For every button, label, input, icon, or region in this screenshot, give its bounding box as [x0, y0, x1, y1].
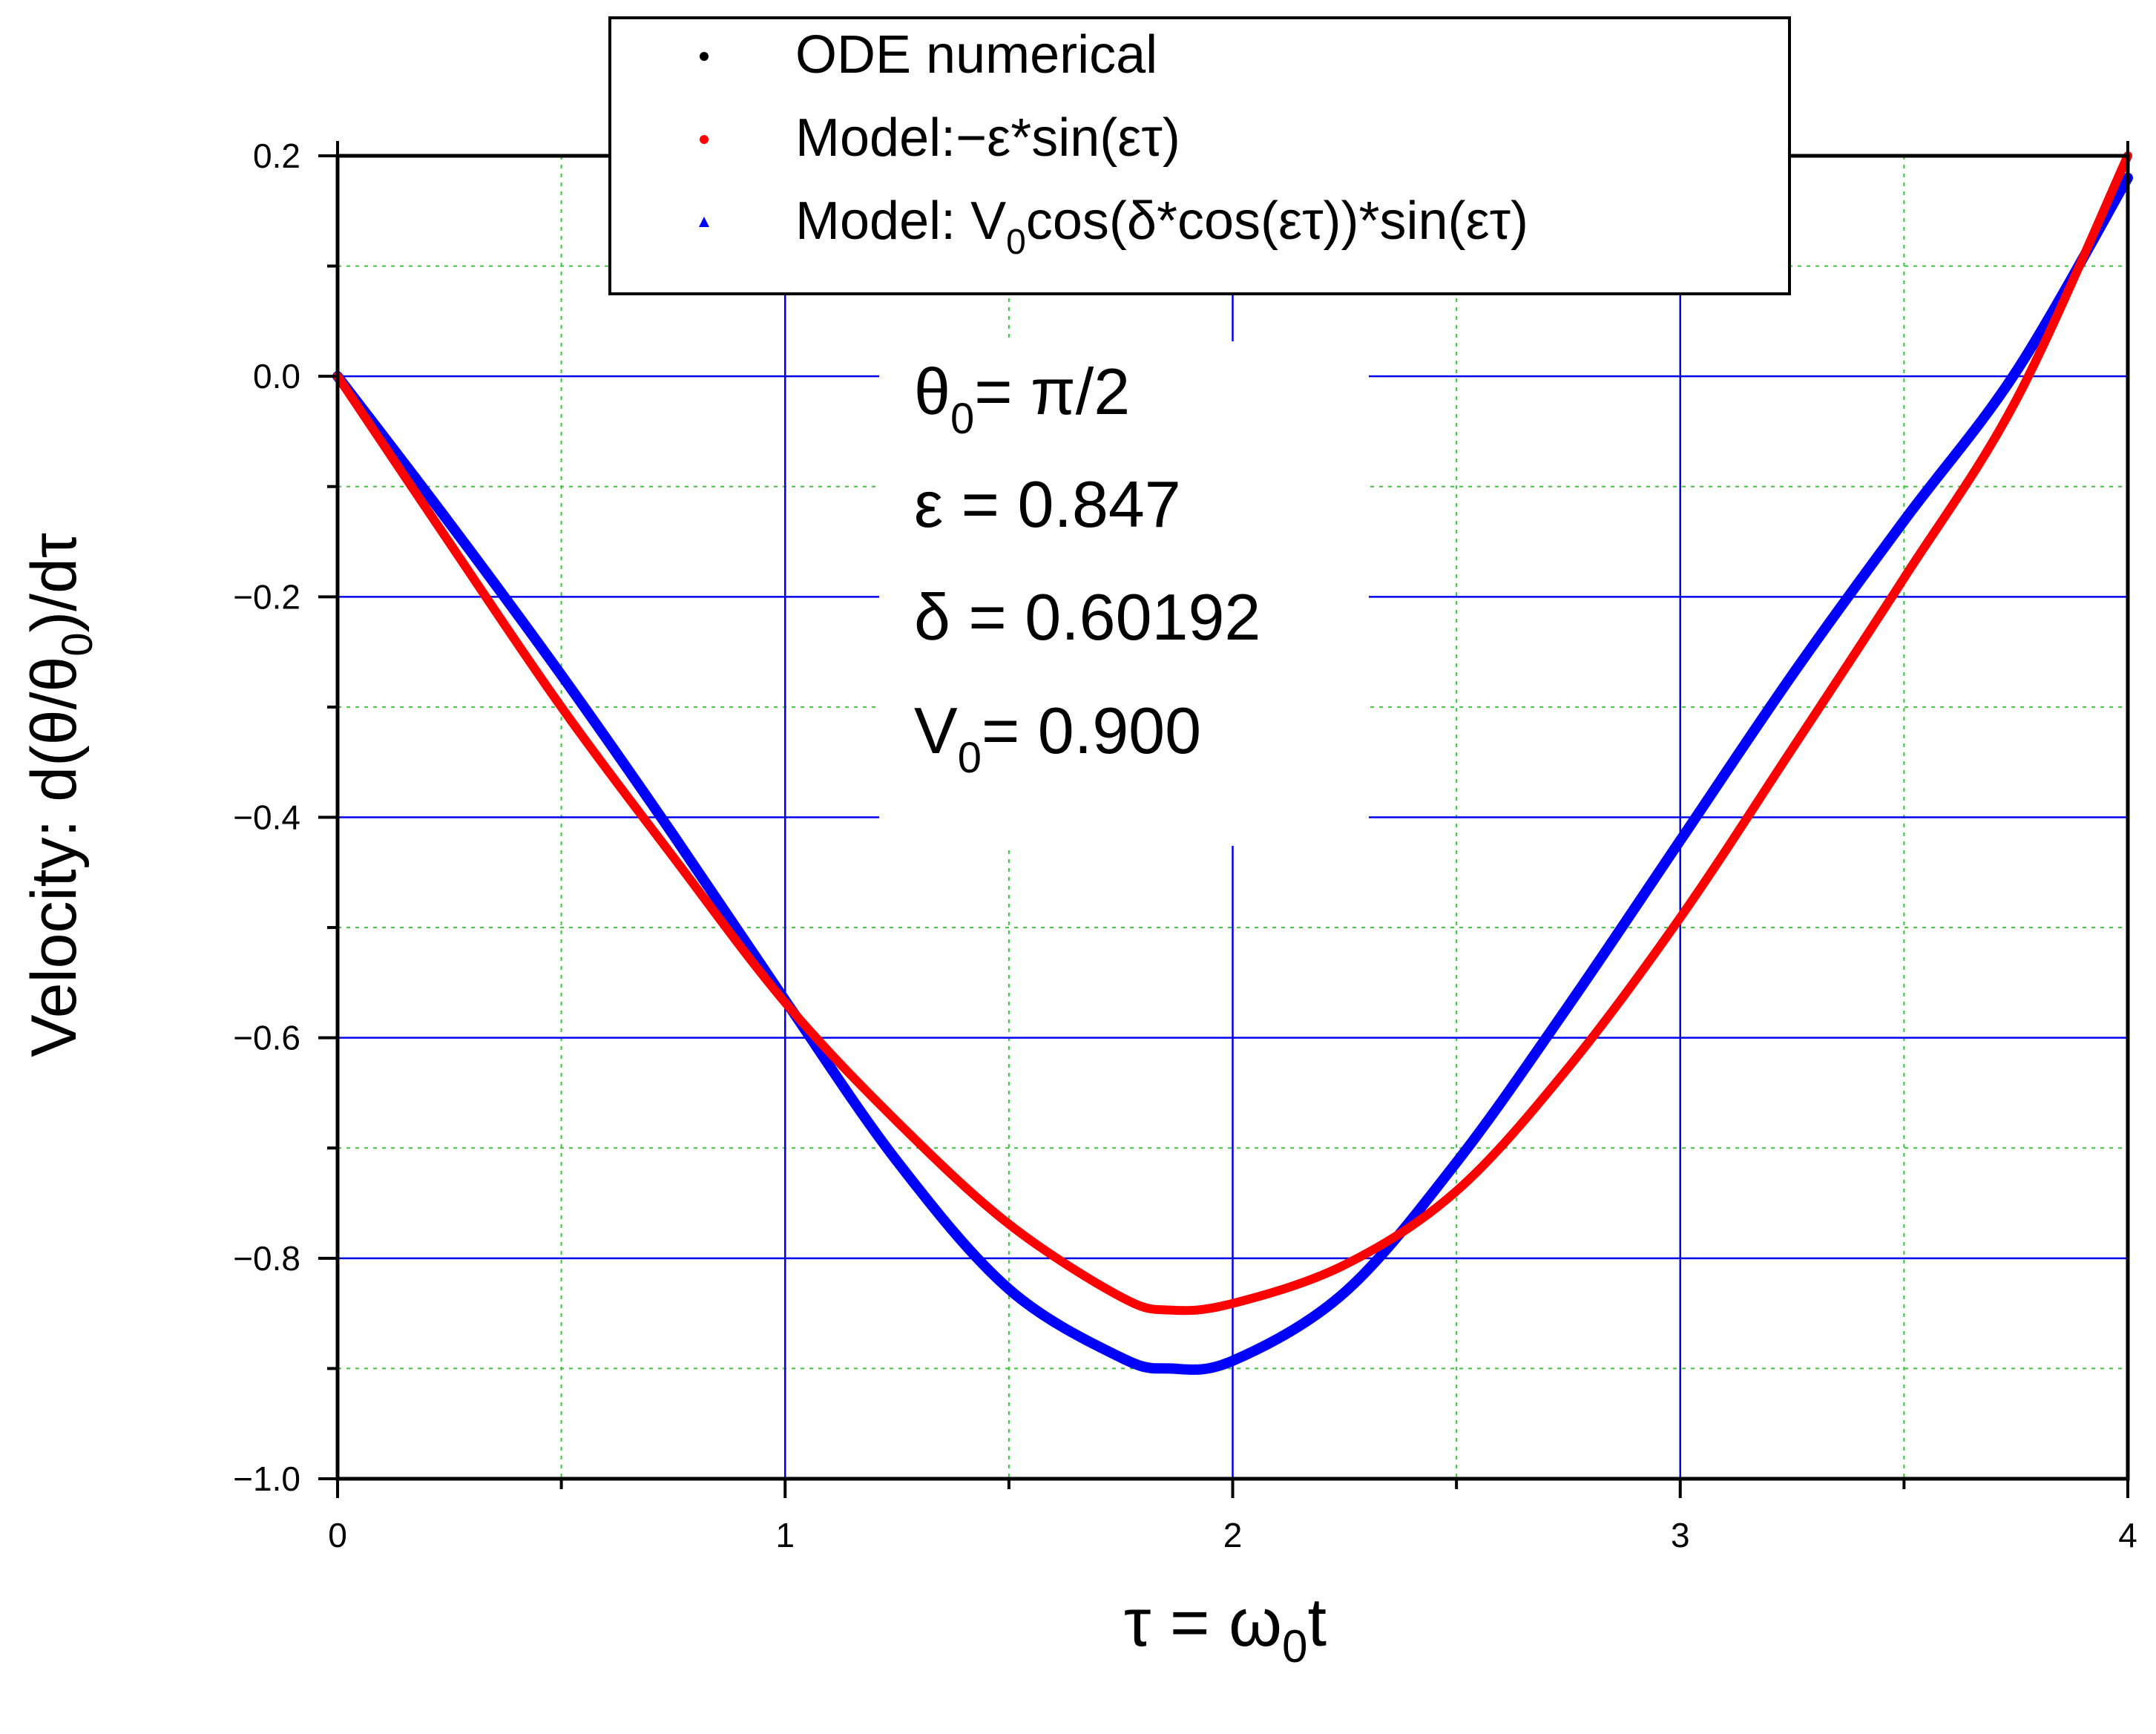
- legend-marker-dot: [700, 135, 709, 144]
- x-tick-label: 3: [1671, 1516, 1690, 1554]
- x-axis-title: τ = ω0t: [1124, 1585, 1327, 1672]
- parameter-line: ε = 0.847: [914, 467, 1181, 541]
- x-tick-label: 4: [2118, 1516, 2137, 1554]
- y-tick-label: 0.0: [253, 357, 300, 395]
- parameter-annotations: θ0= π/2 ε = 0.847 δ = 0.60192 V0= 0.900: [914, 355, 1261, 782]
- y-tick-label: −1.0: [233, 1459, 300, 1498]
- parameter-line: δ = 0.60192: [914, 580, 1261, 654]
- legend-marker-dot: [700, 52, 709, 61]
- series-group: [332, 151, 2133, 1375]
- legend-label: Model:−ε*sin(ετ): [795, 108, 1180, 168]
- legend-box: [608, 16, 1791, 295]
- y-tick-labels: 0.2 0.0 −0.2 −0.4 −0.6 −0.8 −1.0: [233, 137, 300, 1498]
- legend-label: ODE numerical: [795, 25, 1157, 85]
- legend-marker-triangle: [699, 217, 709, 227]
- series-line-1: [333, 151, 2132, 1316]
- parameter-line: V0= 0.900: [914, 694, 1201, 782]
- legend: ODE numerical Model:−ε*sin(ετ) Model: V0co…: [608, 16, 1791, 295]
- series-line-0: [332, 172, 2133, 1375]
- x-tick-label: 0: [328, 1516, 347, 1554]
- y-tick-label: 0.2: [253, 137, 300, 175]
- parameter-box-background: [879, 341, 1369, 846]
- y-tick-label: −0.8: [233, 1239, 300, 1278]
- y-tick-label: −0.2: [233, 577, 300, 616]
- legend-label: Model: V0cos(δ*cos(ετ))*sin(ετ): [795, 191, 1528, 262]
- x-tick-label: 2: [1223, 1516, 1243, 1554]
- y-tick-label: −0.4: [233, 798, 300, 837]
- parameter-line: θ0= π/2: [914, 355, 1130, 443]
- y-axis-title: Velocity: d(θ/θ0)/dτ: [19, 533, 102, 1057]
- y-tick-label: −0.6: [233, 1019, 300, 1057]
- x-tick-label: 1: [775, 1516, 795, 1554]
- x-tick-labels: 0 1 2 3 4: [328, 1516, 2137, 1554]
